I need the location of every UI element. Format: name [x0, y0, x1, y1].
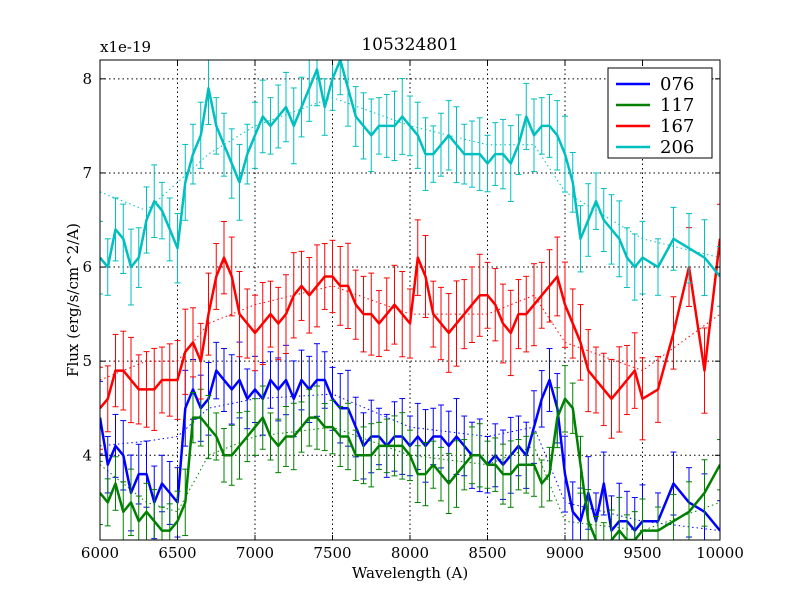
y-tick-label: 5: [82, 352, 92, 370]
y-tick-label: 6: [82, 258, 92, 276]
legend-label-167: 167: [660, 116, 694, 137]
series-206: [100, 60, 720, 307]
x-tick-label: 6500: [158, 544, 196, 562]
x-tick-label: 7500: [313, 544, 351, 562]
series-167: [100, 203, 720, 450]
model-curve-117: [100, 426, 720, 532]
y-offset-label: x1e-19: [100, 38, 151, 56]
y-axis-label: Flux (erg/s/cm^2/A): [64, 223, 82, 377]
model-curve-167: [100, 285, 720, 381]
chart-title: 105324801: [361, 35, 458, 55]
legend-label-076: 076: [660, 74, 694, 95]
legend-label-117: 117: [660, 95, 694, 116]
y-tick-label: 4: [82, 446, 92, 464]
tick-labels: 6000 6500 7000 7500 8000 8500 9000 9500 10000 4 5 6…: [81, 70, 744, 562]
model-curve-076: [100, 393, 720, 532]
x-tick-label: 8000: [391, 544, 429, 562]
x-tick-label: 7000: [236, 544, 274, 562]
series-line-167: [100, 238, 720, 409]
series-line-206: [100, 60, 720, 278]
series-117: [100, 365, 720, 540]
series-line-117: [100, 397, 720, 540]
legend-label-206: 206: [660, 137, 694, 158]
series-layer: [100, 60, 720, 540]
series-line-076: [100, 369, 720, 532]
x-tick-label: 8500: [468, 544, 506, 562]
axis-ticks: [99, 60, 721, 540]
x-tick-label: 10000: [696, 544, 744, 562]
x-tick-label: 9000: [546, 544, 584, 562]
x-axis-label: Wavelength (A): [352, 564, 468, 582]
x-tick-label: 6000: [81, 544, 119, 562]
x-tick-label: 9500: [623, 544, 661, 562]
y-tick-label: 8: [82, 70, 92, 88]
y-tick-label: 7: [82, 164, 92, 182]
